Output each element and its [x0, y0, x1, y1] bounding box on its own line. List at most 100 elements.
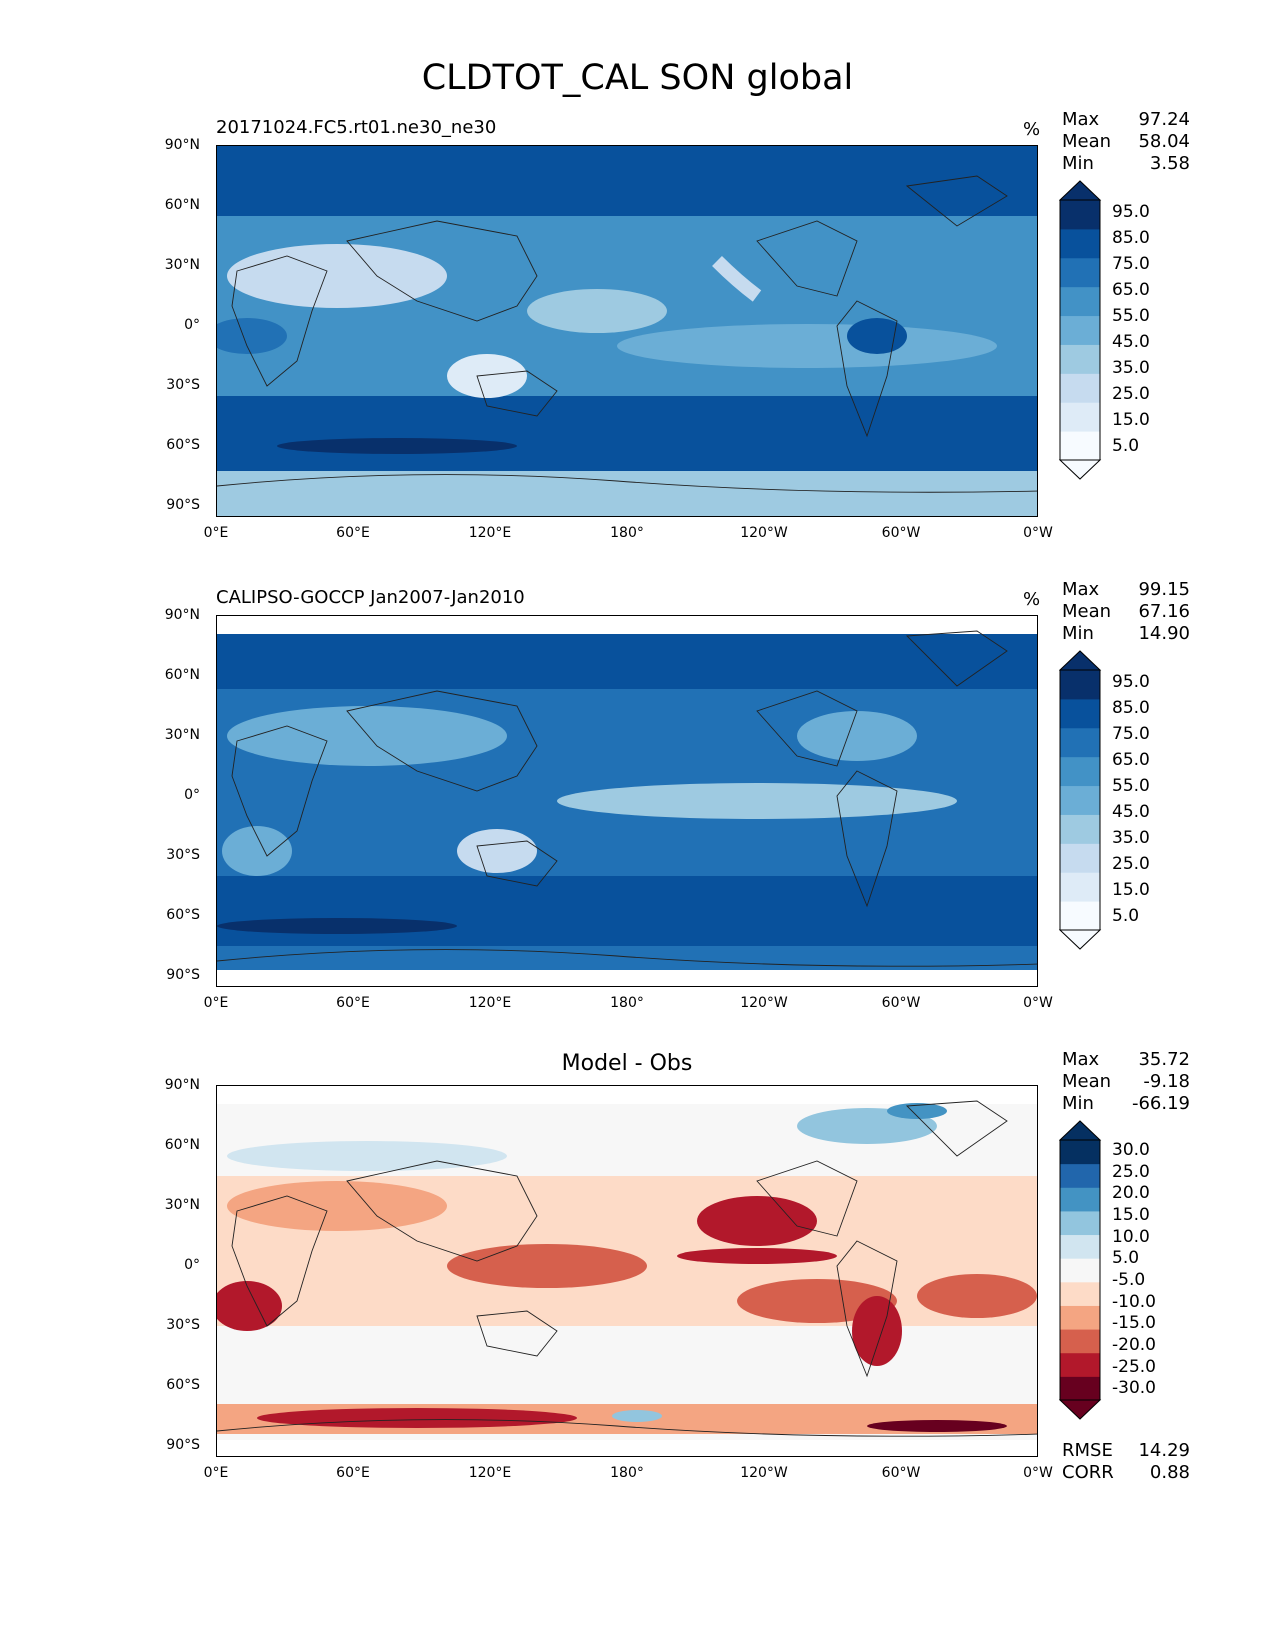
colorbar-segment [1060, 1140, 1100, 1165]
colorbar-extend-bottom [1059, 1399, 1102, 1420]
colorbar-segment [1060, 431, 1100, 461]
colorbar-extend-top [1059, 650, 1102, 671]
panel-title: Model - Obs [561, 1051, 693, 1076]
colorbar-segment [1060, 1352, 1100, 1377]
lon-tick: 60°E [336, 525, 370, 541]
min-label: Min [1062, 153, 1094, 174]
rmse-value: 14.29 [1138, 1440, 1190, 1461]
lon-tick: 180° [610, 1465, 644, 1481]
test-panel: 20171024.FC5.rt01.ne30_ne30 % Max 97.24 M… [0, 109, 1275, 585]
min-value: -66.19 [1131, 1093, 1190, 1114]
colorbar-segment [1060, 373, 1100, 403]
colorbar-segment [1060, 843, 1100, 873]
mean-value: 67.16 [1138, 601, 1190, 622]
colorbar-tick-label: 85.0 [1112, 228, 1150, 248]
colorbar-tick-label: 5.0 [1112, 436, 1140, 456]
colorbar-tick-label: 45.0 [1112, 802, 1150, 822]
colorbar-frame [1059, 199, 1101, 461]
colorbar-segment [1060, 344, 1100, 374]
colorbar-tick-label: -25.0 [1112, 1356, 1156, 1377]
colorbar-tick-label: 25.0 [1112, 384, 1150, 404]
colorbar-segment [1060, 402, 1100, 432]
colorbar-tick-label: 30.0 [1112, 1139, 1150, 1160]
colorbar-segment [1060, 756, 1100, 787]
colorbar-tick-label: 10.0 [1112, 1226, 1150, 1247]
colorbar-tick-label: 35.0 [1112, 358, 1150, 378]
lon-tick: 120°W [740, 525, 788, 541]
lat-tick: 90°S [166, 497, 200, 513]
colorbar-tick-label: 5.0 [1112, 906, 1140, 926]
lon-tick: 0°E [203, 995, 229, 1011]
colorbar-tick-label: -15.0 [1112, 1313, 1156, 1334]
lat-tick: 30°S [166, 377, 200, 393]
mean-value: -9.18 [1143, 1071, 1190, 1092]
lon-tick: 0°W [1023, 525, 1053, 541]
stats-block: Max 97.24 Mean 58.04 Min 3.58 [1062, 109, 1190, 175]
colorbar-frame [1059, 669, 1101, 931]
colorbar-tick-label: 95.0 [1112, 202, 1150, 222]
lon-tick: 60°E [336, 1465, 370, 1481]
colorbar-segment [1060, 1329, 1100, 1354]
lat-tick: 60°N [164, 667, 200, 683]
lat-tick: 60°S [166, 437, 200, 453]
colorbar-tick-label: 85.0 [1112, 698, 1150, 718]
min-label: Min [1062, 1093, 1094, 1114]
max-label: Max [1062, 109, 1100, 130]
mean-label: Mean [1062, 131, 1112, 152]
colorbar-segment [1060, 1376, 1100, 1401]
corr-value: 0.88 [1149, 1462, 1190, 1483]
colorbar-tick-label: -30.0 [1112, 1378, 1156, 1399]
map-field [217, 616, 1037, 986]
panel-title: CALIPSO-GOCCP Jan2007-Jan2010 [216, 587, 525, 608]
lat-tick: 0° [184, 317, 200, 333]
colorbar-segment [1060, 785, 1100, 815]
lon-tick: 0°E [203, 1465, 229, 1481]
lon-tick: 120°E [468, 1465, 512, 1481]
lat-tick: 0° [184, 1257, 200, 1273]
lon-tick: 120°E [468, 525, 512, 541]
colorbar-segment [1060, 257, 1100, 288]
colorbar-segment [1060, 727, 1100, 758]
colorbar-segment [1060, 286, 1100, 317]
colorbar-tick-label: 15.0 [1112, 410, 1150, 430]
colorbar-frame [1059, 1139, 1101, 1401]
lon-tick: 120°W [740, 995, 788, 1011]
lon-tick: 0°W [1023, 1465, 1053, 1481]
colorbar-tick-label: -10.0 [1112, 1291, 1156, 1312]
lat-tick: 90°N [164, 1077, 200, 1093]
difference-panel: Model - Obs Max 35.72 Mean -9.18 Min -66.19 [0, 1049, 1275, 1525]
colorbar-extend-top [1059, 180, 1102, 201]
lat-tick: 30°N [164, 1197, 200, 1213]
map-area [216, 1085, 1038, 1457]
lat-tick: 30°N [164, 257, 200, 273]
colorbar-tick-label: 25.0 [1112, 854, 1150, 874]
lat-tick: 60°N [164, 197, 200, 213]
lat-tick: 60°S [166, 907, 200, 923]
lat-tick: 60°N [164, 1137, 200, 1153]
lat-tick: 90°S [166, 1437, 200, 1453]
colorbar-tick-label: 35.0 [1112, 828, 1150, 848]
colorbar-tick-label: 55.0 [1112, 306, 1150, 326]
mean-value: 58.04 [1138, 131, 1190, 152]
max-value: 97.24 [1138, 109, 1190, 130]
max-value: 35.72 [1138, 1049, 1190, 1070]
mean-label: Mean [1062, 1071, 1112, 1092]
rmse-label: RMSE [1062, 1440, 1113, 1461]
colorbar-segment [1060, 872, 1100, 902]
colorbar-tick-label: 5.0 [1112, 1248, 1140, 1269]
lat-tick: 30°N [164, 727, 200, 743]
colorbar [1059, 180, 1102, 480]
colorbar-segment [1060, 698, 1100, 729]
colorbar-tick-label: 55.0 [1112, 776, 1150, 796]
mean-label: Mean [1062, 601, 1112, 622]
colorbar-segment [1060, 1234, 1100, 1259]
error-stats: RMSE 14.29 CORR 0.88 [1062, 1440, 1190, 1484]
colorbar-tick-label: 15.0 [1112, 1204, 1150, 1225]
colorbar-segment [1060, 1187, 1100, 1212]
colorbar-segment [1060, 200, 1100, 230]
colorbar-segment [1060, 1305, 1100, 1330]
colorbar-segment [1060, 670, 1100, 700]
colorbar-tick-label: 75.0 [1112, 254, 1150, 274]
lon-tick: 120°W [740, 1465, 788, 1481]
colorbar-extend-bottom [1059, 459, 1102, 480]
